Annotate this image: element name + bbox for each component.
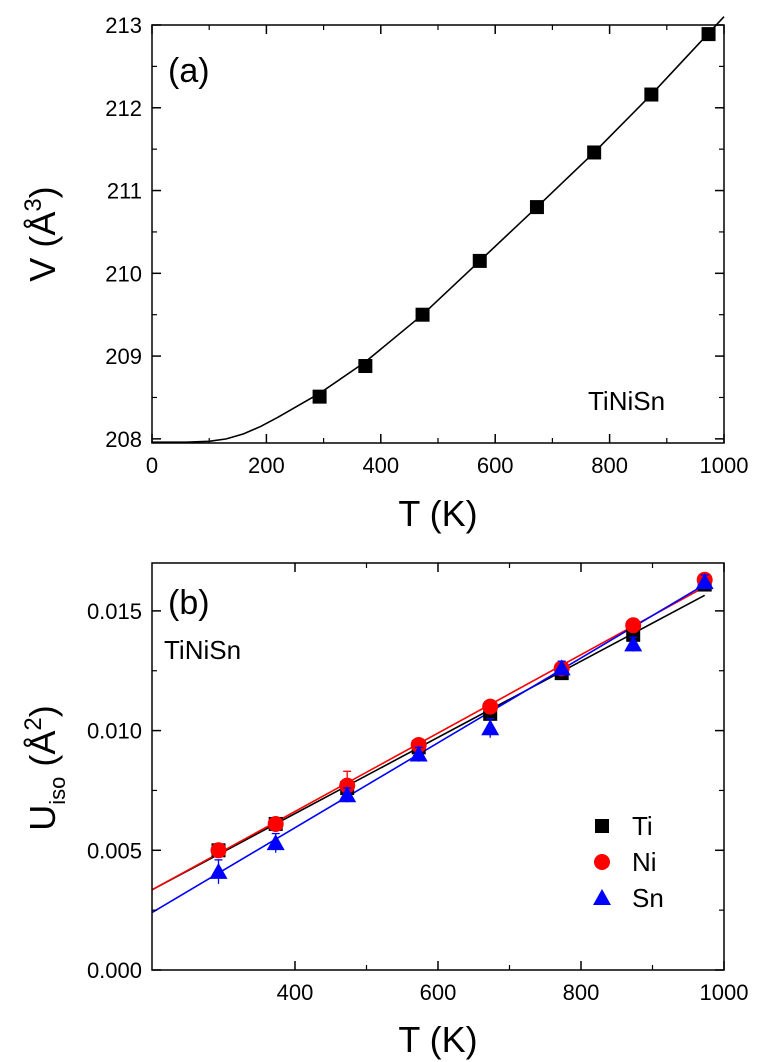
fit-curve xyxy=(152,16,725,443)
y-tick-label: 0.010 xyxy=(87,719,142,744)
x-tick-label: 1000 xyxy=(700,453,749,478)
panel-b: 400 600 800 1000 0.000 0.005 0.010 0.015 (b) Ti… xyxy=(20,562,749,1060)
data-point-series xyxy=(312,389,327,404)
data-point-ni xyxy=(410,736,427,753)
panel-a-plot-area xyxy=(152,16,725,443)
x-tick-label: 0 xyxy=(146,453,158,478)
y-tick-label: 210 xyxy=(105,261,142,286)
data-point-sn xyxy=(209,862,228,879)
x-tick-label: 600 xyxy=(420,980,457,1005)
panel-b-y-label-sub: iso xyxy=(45,777,70,805)
y-tick-label: 212 xyxy=(105,96,142,121)
x-tick-label: 1000 xyxy=(700,980,749,1005)
panel-a-frame xyxy=(151,24,725,444)
x-tick-label: 600 xyxy=(477,453,514,478)
legend-label-ni: Ni xyxy=(632,847,657,877)
y-tick-label: 211 xyxy=(107,179,142,204)
y-tick-label: 0.015 xyxy=(87,599,142,624)
data-point-sn xyxy=(552,659,571,676)
data-point-sn xyxy=(266,834,285,851)
data-point-ni xyxy=(210,842,227,859)
data-point-sn xyxy=(409,745,428,762)
fit-line-ti xyxy=(151,594,706,891)
data-point-sn xyxy=(338,786,357,803)
panel-b-x-axis-label: T (K) xyxy=(398,1019,477,1060)
x-tick-label: 800 xyxy=(591,453,628,478)
data-point-ni xyxy=(267,815,284,832)
data-point-series xyxy=(472,253,487,268)
panel-a-ticks: 0 200 400 600 800 1000 208 209 210 211 212 213 xyxy=(105,13,748,478)
panel-b-y-axis-label: Uiso (Å2) xyxy=(20,705,70,831)
panel-b-ticks: 400 600 800 1000 0.000 0.005 0.010 0.015 xyxy=(87,563,749,1005)
panel-a-y-label-main: V ( xyxy=(22,236,63,282)
y-tick-label: 0.000 xyxy=(87,958,142,983)
panel-b-plot-area xyxy=(151,571,714,914)
panel-b-y-label-unit: Å xyxy=(22,731,63,755)
data-point-series xyxy=(644,87,659,102)
panel-b-label: (b) xyxy=(168,584,210,622)
data-point-ni xyxy=(625,617,642,634)
panel-a-annotation: TiNiSn xyxy=(588,386,665,416)
panel-b-y-label-open: ( xyxy=(22,755,63,777)
y-tick-label: 0.005 xyxy=(87,838,142,863)
panel-b-legend: Ti Ni Sn xyxy=(593,811,664,913)
data-point-series xyxy=(415,307,430,322)
fit-line-sn xyxy=(151,583,706,914)
y-tick-label: 213 xyxy=(105,13,142,38)
legend-label-ti: Ti xyxy=(632,811,653,841)
x-tick-label: 400 xyxy=(362,453,399,478)
panel-b-y-label-sup: 2 xyxy=(20,717,47,730)
panel-b-y-label-main: U xyxy=(22,805,63,831)
data-point-series xyxy=(358,359,373,374)
panel-a-y-axis-label: V (Å3) xyxy=(20,186,63,281)
x-tick-label: 400 xyxy=(277,980,314,1005)
panel-a-x-axis-label: T (K) xyxy=(398,493,477,534)
legend-marker-ni xyxy=(594,854,610,870)
x-tick-label: 800 xyxy=(563,980,600,1005)
panel-a-y-label-unit: Å xyxy=(22,212,63,236)
data-point-ni xyxy=(482,698,499,715)
legend-marker-ti xyxy=(595,819,609,833)
legend-marker-sn xyxy=(593,889,611,905)
fit-line-ni xyxy=(151,586,706,891)
data-point-series xyxy=(529,200,544,215)
data-point-ni xyxy=(339,777,356,794)
panel-a-y-label-close: ) xyxy=(22,186,63,198)
x-tick-label: 200 xyxy=(248,453,285,478)
y-tick-label: 209 xyxy=(105,344,142,369)
panel-b-y-label-close: ) xyxy=(22,705,63,717)
panel-a-label: (a) xyxy=(168,52,210,90)
data-point-sn xyxy=(695,573,714,590)
data-point-sn xyxy=(624,635,643,652)
data-point-series xyxy=(587,145,602,160)
y-tick-label: 208 xyxy=(105,427,142,452)
data-point-sn xyxy=(481,719,500,736)
data-point-series xyxy=(701,27,716,42)
panel-a-y-label-sup: 3 xyxy=(20,198,47,211)
legend-label-sn: Sn xyxy=(632,883,664,913)
panel-b-annotation: TiNiSn xyxy=(164,635,241,665)
